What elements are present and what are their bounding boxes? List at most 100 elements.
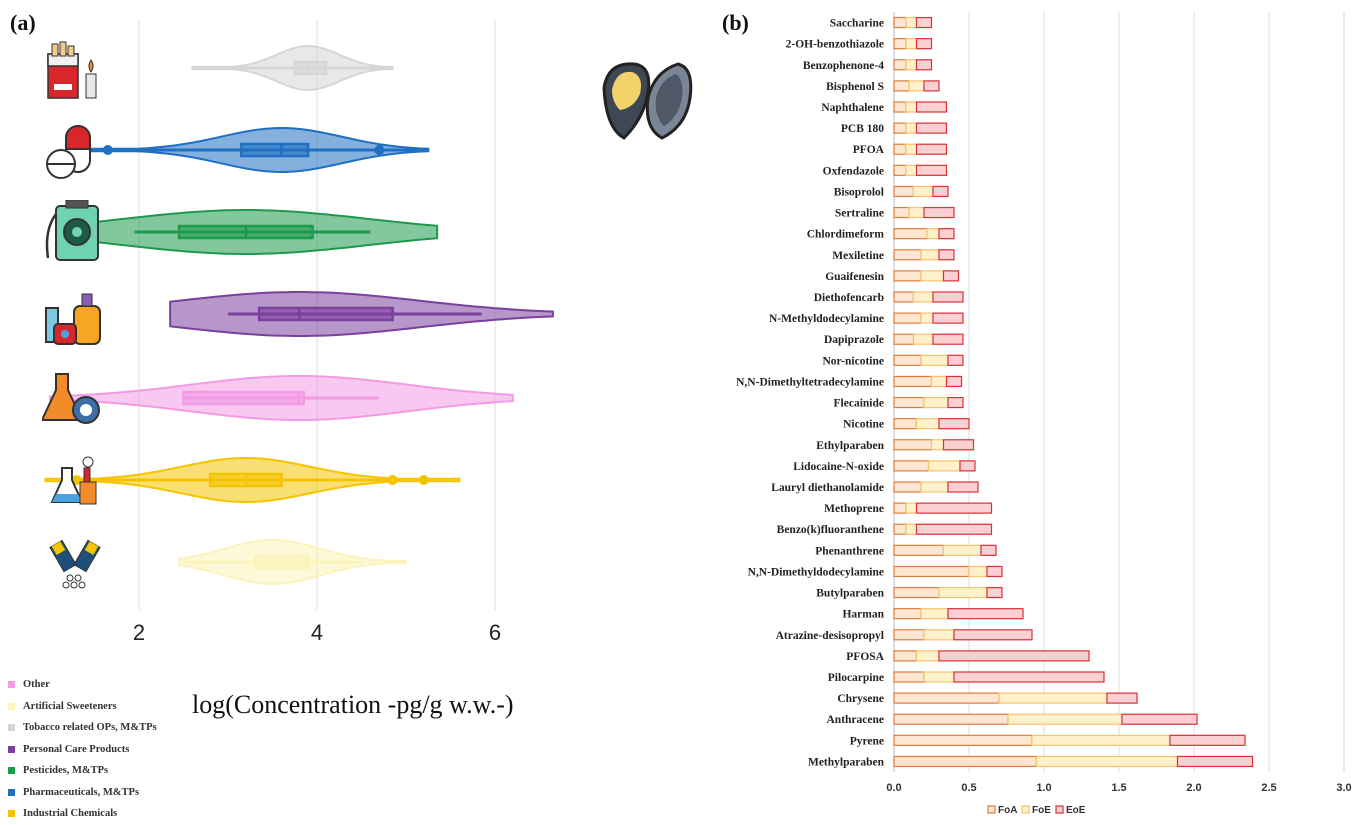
- bar-segment-foa: [893, 734, 1033, 746]
- bar-category-label: Chlordimeform: [807, 229, 885, 241]
- bar-category-label: Bisoprolol: [834, 186, 884, 198]
- bar-segment-foa: [893, 185, 915, 198]
- bar-segment-foa: [893, 713, 1009, 725]
- bar-segment-foa: [893, 396, 925, 409]
- bar-segment-eoe: [923, 80, 940, 92]
- legend-item: Tobacco related OPs, M&TPs: [8, 717, 157, 739]
- bar-segment-eoe: [980, 544, 997, 556]
- legend-swatch: [8, 810, 15, 818]
- violin-pesticides-m-tps: [66, 209, 439, 255]
- violin-tobacco-related-ops-m-tps: [191, 44, 394, 92]
- bar-segment-eoe: [932, 333, 964, 345]
- bar-segment-eoe: [986, 586, 1003, 599]
- bar-segment-eoe: [938, 650, 1090, 662]
- bar-segment-foa: [893, 481, 922, 493]
- pesticide-sprayer-icon: [45, 200, 99, 261]
- bar-segment-foa: [893, 16, 907, 29]
- bar-x-tick-label: 0.5: [961, 782, 976, 794]
- bar-segment-foa: [893, 333, 915, 345]
- legend-swatch: [8, 788, 15, 796]
- bar-segment-eoe: [986, 565, 1003, 578]
- bar-segment-foa: [893, 418, 918, 430]
- bar-segment-eoe: [938, 228, 955, 240]
- bar-category-label: Dapiprazole: [824, 334, 884, 346]
- bar-category-label: Pyrene: [850, 735, 884, 747]
- bar-legend-label: EoE: [1066, 805, 1086, 816]
- legend-item: Pharmaceuticals, M&TPs: [8, 782, 157, 804]
- bar-category-label: Methoprene: [824, 503, 884, 515]
- bar-segment-eoe: [932, 312, 964, 324]
- violin-personal-care-products: [169, 291, 554, 337]
- bar-category-label: Pilocarpine: [828, 672, 884, 684]
- bar-x-tick-label: 1.5: [1111, 782, 1126, 794]
- violin-industrial-chemicals: [44, 456, 461, 504]
- bar-segment-foe: [1031, 734, 1171, 746]
- bar-category-label: Nicotine: [843, 419, 884, 431]
- bar-segment-foa: [893, 354, 922, 366]
- bar-category-label: Chrysene: [837, 693, 884, 705]
- bar-category-label: Nor-nicotine: [822, 355, 884, 367]
- bar-segment-foe: [1007, 713, 1123, 725]
- bar-segment-foe: [912, 333, 934, 345]
- bar-segment-foe: [998, 692, 1108, 704]
- bar-segment-eoe: [1176, 755, 1254, 768]
- bar-segment-eoe: [947, 396, 964, 409]
- bar-category-label: N,N-Dimethyltetradecylamine: [736, 376, 884, 388]
- bar-category-label: Flecainide: [834, 398, 884, 410]
- bar-segment-foa: [893, 122, 907, 134]
- violin-x-tick-label: 6: [489, 620, 501, 645]
- bar-segment-eoe: [923, 206, 955, 219]
- bar-segment-foe: [920, 608, 949, 620]
- legend-label: Other: [23, 679, 50, 691]
- bar-segment-eoe: [953, 671, 1105, 683]
- bar-segment-foe: [926, 228, 940, 240]
- bar-segment-eoe: [942, 439, 975, 451]
- bar-category-label: Mexiletine: [832, 250, 884, 262]
- bar-segment-foe: [905, 122, 918, 134]
- bar-segment-eoe: [953, 629, 1033, 641]
- bar-segment-foe: [905, 38, 918, 50]
- bar-category-label: Butylparaben: [816, 588, 884, 600]
- bar-segment-eoe: [915, 122, 948, 134]
- bar-legend-item: EoE: [1055, 805, 1086, 816]
- bar-segment-foe: [905, 523, 918, 535]
- bar-category-label: PFOA: [853, 144, 885, 156]
- pill-capsule-icon: [46, 125, 91, 179]
- bar-segment-foe: [923, 396, 949, 409]
- bar-segment-foe: [905, 164, 918, 176]
- bar-segment-foe: [968, 565, 988, 578]
- bar-segment-foa: [893, 692, 1000, 704]
- bar-legend-item: FoA: [987, 805, 1017, 816]
- bar-segment-foe: [912, 291, 934, 303]
- bar-segment-foa: [893, 608, 922, 620]
- violin-x-tick-label: 4: [311, 620, 323, 645]
- legend-item: Personal Care Products: [8, 739, 157, 761]
- bar-legend-label: FoE: [1032, 805, 1051, 816]
- violin-x-axis-title: log(Concentration -pg/g w.w.-): [192, 690, 514, 719]
- bar-segment-foa: [893, 375, 933, 388]
- legend-item: Other: [8, 674, 157, 696]
- bar-segment-foa: [893, 460, 930, 472]
- bar-segment-foe: [908, 206, 925, 219]
- bar-segment-foa: [893, 291, 915, 303]
- bar-segment-foe: [915, 650, 940, 662]
- bar-segment-foa: [893, 650, 918, 662]
- legend-swatch: [8, 745, 15, 753]
- bar-segment-foa: [893, 249, 922, 261]
- violin-outlier: [418, 475, 429, 485]
- bar-category-label: Benzophenone-4: [803, 60, 884, 72]
- bar-category-label: N,N-Dimethyldodecylamine: [748, 566, 884, 578]
- bar-category-label: PFOSA: [846, 651, 884, 663]
- bar-category-label: Anthracene: [827, 714, 885, 726]
- panel-b-label: (b): [722, 10, 749, 35]
- bar-segment-eoe: [932, 291, 964, 303]
- bar-segment-foe: [920, 249, 940, 261]
- bar-segment-foe: [927, 460, 961, 472]
- bar-segment-eoe: [915, 59, 933, 71]
- bar-segment-foa: [893, 544, 945, 556]
- bar-segment-foe: [905, 502, 918, 514]
- bar-segment-foe: [912, 185, 934, 198]
- bar-segment-foa: [893, 439, 933, 451]
- bar-segment-foa: [893, 565, 970, 578]
